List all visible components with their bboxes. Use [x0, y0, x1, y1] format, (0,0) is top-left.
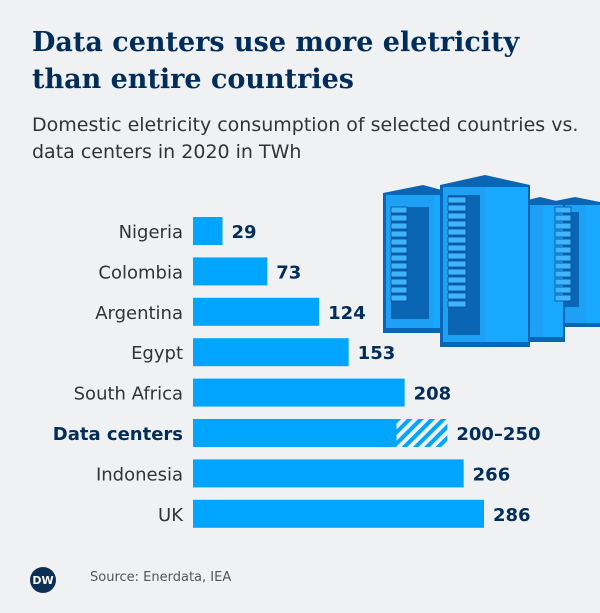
server-slot	[554, 238, 572, 246]
server-slot	[447, 244, 467, 252]
bars-group: Nigeria 29 Colombia 73 Argentina 124 Egypt 153 S…	[53, 217, 541, 528]
server-slot	[390, 286, 408, 294]
server-slot	[554, 206, 572, 214]
value-label: 208	[414, 384, 452, 405]
chart-title: Data centers use more eletricity than en…	[32, 27, 520, 95]
server-slot	[390, 246, 408, 254]
chart-subtitle: Domestic eletricity consumption of selec…	[32, 114, 579, 163]
bar	[193, 459, 464, 488]
category-label: Data centers	[53, 424, 183, 445]
server-slot	[447, 268, 467, 276]
server-slot	[447, 236, 467, 244]
server-slot	[390, 270, 408, 278]
value-label: 124	[328, 303, 366, 324]
server-slot	[447, 228, 467, 236]
server-slot	[447, 276, 467, 284]
category-label: Nigeria	[119, 222, 183, 243]
bar	[193, 338, 349, 367]
server-slot	[447, 204, 467, 212]
category-label: South Africa	[74, 384, 183, 405]
bar	[193, 257, 268, 286]
value-label: 73	[276, 262, 301, 283]
source-note: Source: Enerdata, IEA	[90, 570, 232, 585]
server-slot	[447, 260, 467, 268]
server-slot	[554, 270, 572, 278]
server-rack-icon	[515, 197, 565, 342]
server-slot	[390, 222, 408, 230]
server-slot	[554, 286, 572, 294]
server-slot	[554, 230, 572, 238]
value-label: 29	[232, 222, 257, 243]
server-slot	[447, 196, 467, 204]
server-slot	[447, 212, 467, 220]
bar	[193, 499, 484, 528]
server-slot	[447, 284, 467, 292]
bar	[193, 297, 320, 326]
bar	[193, 419, 397, 447]
server-slot	[390, 278, 408, 286]
server-slot	[390, 206, 408, 214]
server-slot	[390, 262, 408, 270]
category-label: UK	[158, 505, 184, 526]
bar	[193, 217, 223, 245]
server-slot	[554, 222, 572, 230]
server-slot	[390, 254, 408, 262]
value-label: 286	[493, 505, 531, 526]
category-label: Colombia	[98, 262, 183, 283]
server-slot	[447, 292, 467, 300]
server-slot	[447, 300, 467, 308]
server-slot	[390, 238, 408, 246]
server-slot	[447, 220, 467, 228]
server-slot	[554, 262, 572, 270]
server-racks-illustration	[383, 175, 600, 347]
bar-range-hatched	[396, 419, 448, 447]
dw-logo: DW	[30, 567, 56, 593]
category-label: Indonesia	[96, 464, 183, 485]
value-label: 200–250	[456, 424, 540, 445]
server-slot	[554, 278, 572, 286]
server-slot	[390, 214, 408, 222]
server-slot	[554, 214, 572, 222]
bar	[193, 378, 405, 407]
category-label: Egypt	[131, 343, 183, 364]
server-slot	[390, 294, 408, 302]
server-slot	[554, 294, 572, 302]
server-slot	[554, 246, 572, 254]
server-slot	[447, 252, 467, 260]
server-slot	[390, 230, 408, 238]
value-label: 266	[473, 464, 511, 485]
category-label: Argentina	[95, 303, 183, 324]
server-slot	[554, 254, 572, 262]
value-label: 153	[358, 343, 396, 364]
